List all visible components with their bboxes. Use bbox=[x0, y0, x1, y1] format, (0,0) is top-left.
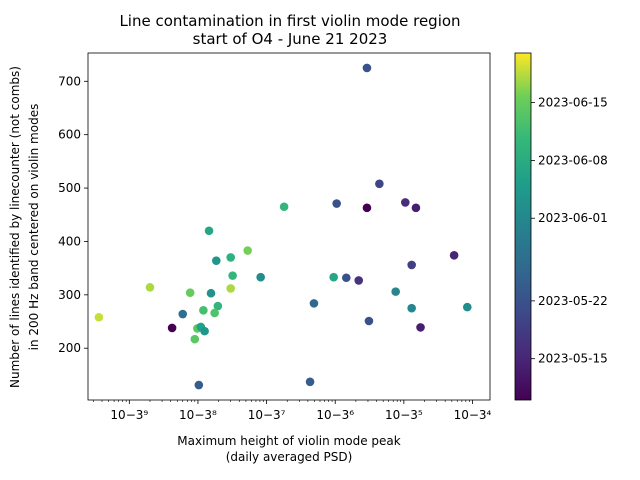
data-point bbox=[243, 246, 252, 255]
data-point bbox=[407, 260, 416, 270]
y-tick-label: 700 bbox=[58, 74, 81, 88]
data-point bbox=[204, 226, 214, 236]
data-point bbox=[167, 323, 177, 333]
colorbar-tick-label: 2023-06-01 bbox=[538, 211, 608, 225]
colorbar-tick-label: 2023-05-15 bbox=[538, 352, 608, 366]
data-point bbox=[354, 276, 364, 285]
y-tick-label: 500 bbox=[58, 181, 81, 195]
x-tick-label: 10−3⁷ bbox=[248, 408, 286, 422]
data-point bbox=[199, 306, 208, 315]
data-point bbox=[228, 271, 237, 280]
data-point bbox=[332, 199, 341, 208]
data-point bbox=[309, 299, 319, 308]
x-tick-label: 10−3⁶ bbox=[316, 408, 354, 422]
data-point bbox=[362, 203, 372, 213]
data-point bbox=[407, 303, 416, 313]
data-point bbox=[341, 273, 351, 283]
data-point bbox=[305, 377, 315, 387]
data-point bbox=[200, 326, 209, 336]
data-point bbox=[190, 334, 200, 344]
colorbar-tick-label: 2023-06-08 bbox=[538, 153, 608, 167]
y-tick-label: 400 bbox=[58, 234, 81, 248]
x-tick-label: 10−3⁸ bbox=[179, 408, 217, 422]
data-point bbox=[364, 316, 374, 326]
data-point bbox=[416, 323, 425, 332]
data-point bbox=[449, 251, 459, 260]
x-tick-label: 10−3⁴ bbox=[454, 408, 492, 422]
x-axis-label-line-1: Maximum height of violin mode peak bbox=[177, 434, 401, 448]
y-tick-label: 200 bbox=[58, 341, 81, 355]
axes-frame bbox=[87, 52, 491, 401]
data-point bbox=[391, 287, 400, 296]
y-tick-label: 300 bbox=[58, 288, 81, 302]
data-point bbox=[194, 380, 204, 390]
data-point bbox=[213, 301, 223, 311]
plot-area: 10−3⁹ 10−3⁸ 10−3⁷ 10−3⁶ 10−3⁵ 10−3⁴ 200 300 400 5… bbox=[58, 52, 492, 422]
data-point bbox=[329, 272, 338, 282]
data-point bbox=[226, 284, 235, 293]
x-tick-label: 10−3⁵ bbox=[385, 408, 423, 422]
data-point bbox=[279, 202, 289, 212]
x-tick-label: 10−3⁹ bbox=[110, 408, 148, 422]
colorbar bbox=[514, 52, 532, 401]
colorbar-axis: 2023-05-15 2023-05-22 2023-06-01 2023-06-08… bbox=[531, 96, 608, 366]
data-point bbox=[401, 198, 410, 207]
data-point bbox=[411, 203, 421, 213]
data-point bbox=[211, 256, 221, 265]
chart-title-line-2: start of O4 - June 21 2023 bbox=[192, 30, 388, 48]
colorbar-tick-label: 2023-06-15 bbox=[538, 96, 608, 110]
data-point bbox=[362, 63, 372, 73]
data-point bbox=[375, 179, 384, 189]
data-point bbox=[256, 272, 265, 282]
y-tick-label: 600 bbox=[58, 128, 81, 142]
chart-title-line-1: Line contamination in first violin mode … bbox=[119, 12, 461, 30]
data-point bbox=[145, 283, 155, 292]
y-axis-label-line-2: in 200 Hz band centered on violin modes bbox=[27, 103, 41, 351]
x-axis-label-line-2: (daily averaged PSD) bbox=[225, 450, 353, 464]
colorbar-tick-label: 2023-05-22 bbox=[538, 294, 608, 308]
data-point bbox=[210, 308, 219, 318]
data-point bbox=[462, 302, 472, 312]
data-point bbox=[226, 253, 235, 262]
data-point bbox=[94, 312, 104, 322]
data-point bbox=[185, 288, 195, 297]
data-point bbox=[206, 288, 216, 298]
y-axis-label-line-1: Number of lines identified by linecounte… bbox=[8, 66, 22, 388]
data-point bbox=[178, 309, 188, 319]
